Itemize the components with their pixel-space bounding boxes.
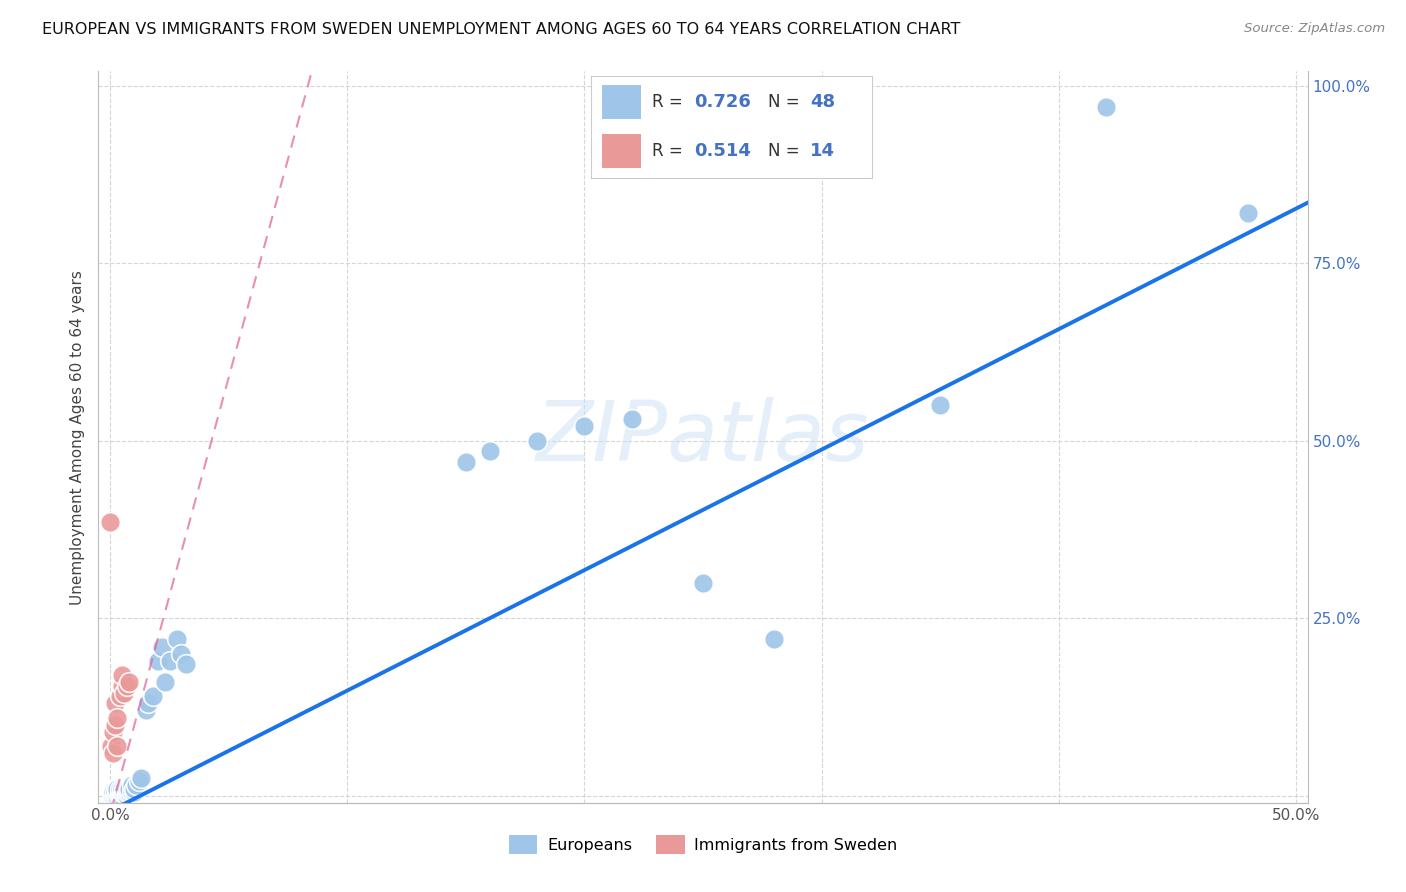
- Point: [101, 785, 124, 799]
- Text: ZIPatlas: ZIPatlas: [536, 397, 870, 477]
- Text: 0.726: 0.726: [695, 93, 751, 111]
- Point: [620, 412, 643, 426]
- Point: [121, 778, 143, 792]
- Point: [153, 675, 176, 690]
- Point: [111, 789, 134, 803]
- Point: [105, 781, 128, 796]
- Point: [526, 434, 548, 448]
- Text: EUROPEAN VS IMMIGRANTS FROM SWEDEN UNEMPLOYMENT AMONG AGES 60 TO 64 YEARS CORREL: EUROPEAN VS IMMIGRANTS FROM SWEDEN UNEMP…: [42, 22, 960, 37]
- Point: [142, 690, 165, 704]
- Point: [146, 654, 169, 668]
- FancyBboxPatch shape: [602, 85, 641, 119]
- Legend: Europeans, Immigrants from Sweden: Europeans, Immigrants from Sweden: [502, 829, 904, 861]
- Point: [114, 785, 136, 799]
- Point: [100, 739, 122, 753]
- Point: [763, 632, 786, 647]
- Point: [104, 697, 127, 711]
- Point: [101, 789, 124, 803]
- Point: [174, 657, 197, 672]
- Point: [574, 419, 596, 434]
- Point: [98, 516, 121, 530]
- Point: [118, 675, 141, 690]
- Point: [104, 717, 127, 731]
- FancyBboxPatch shape: [602, 135, 641, 168]
- Point: [105, 710, 128, 724]
- Point: [125, 778, 148, 792]
- Point: [105, 785, 128, 799]
- Point: [159, 654, 181, 668]
- Point: [108, 789, 131, 803]
- Y-axis label: Unemployment Among Ages 60 to 64 years: Unemployment Among Ages 60 to 64 years: [70, 269, 86, 605]
- Point: [108, 785, 131, 799]
- Text: N =: N =: [768, 93, 804, 111]
- Point: [115, 781, 138, 796]
- Text: N =: N =: [768, 142, 804, 161]
- Point: [135, 704, 157, 718]
- Point: [454, 455, 477, 469]
- Point: [111, 668, 134, 682]
- Point: [111, 785, 134, 799]
- Point: [104, 785, 127, 799]
- Point: [108, 690, 131, 704]
- Point: [136, 697, 159, 711]
- Point: [1095, 100, 1118, 114]
- Point: [166, 632, 188, 647]
- Point: [152, 640, 174, 654]
- Point: [129, 771, 152, 785]
- Point: [108, 781, 131, 796]
- Text: R =: R =: [652, 142, 689, 161]
- Point: [111, 679, 134, 693]
- Point: [105, 739, 128, 753]
- Point: [115, 789, 138, 803]
- Point: [111, 781, 134, 796]
- Point: [115, 679, 138, 693]
- Text: 48: 48: [810, 93, 835, 111]
- Point: [478, 444, 501, 458]
- Point: [121, 785, 143, 799]
- Point: [692, 575, 714, 590]
- Point: [114, 781, 136, 796]
- Point: [122, 781, 145, 796]
- Text: 0.514: 0.514: [695, 142, 751, 161]
- Point: [122, 785, 145, 799]
- Text: R =: R =: [652, 93, 689, 111]
- Point: [105, 789, 128, 803]
- Point: [114, 686, 136, 700]
- Point: [170, 647, 193, 661]
- Point: [101, 724, 124, 739]
- Point: [118, 781, 141, 796]
- Text: 14: 14: [810, 142, 835, 161]
- Point: [111, 785, 134, 799]
- Point: [929, 398, 952, 412]
- Point: [101, 746, 124, 760]
- Point: [1237, 206, 1260, 220]
- Text: Source: ZipAtlas.com: Source: ZipAtlas.com: [1244, 22, 1385, 36]
- Point: [118, 785, 141, 799]
- Point: [104, 789, 127, 803]
- Point: [115, 785, 138, 799]
- Point: [128, 774, 150, 789]
